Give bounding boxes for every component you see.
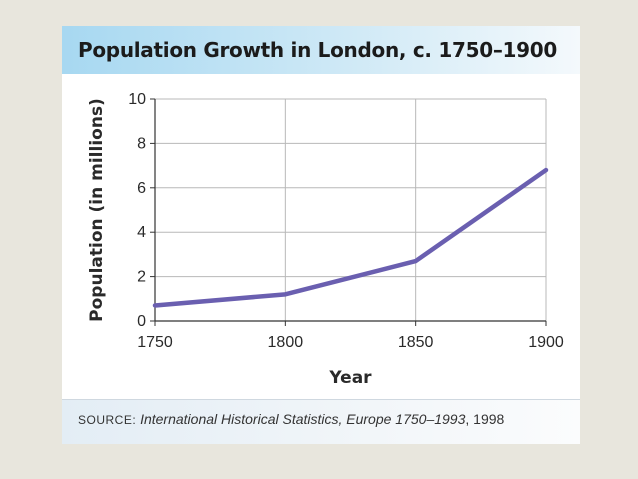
x-axis-title: Year [328,368,372,388]
x-tick-label: 1800 [268,334,304,351]
y-tick-label: 4 [137,224,146,241]
y-tick-label: 10 [128,91,146,108]
source-year: , 1998 [465,411,505,427]
y-tick-label: 0 [137,313,146,330]
source-label: SOURCE: [78,413,137,427]
y-tick-label: 2 [137,269,146,286]
title-bar: Population Growth in London, c. 1750–190… [62,26,580,74]
y-axis-title: Population (in millions) [87,98,107,322]
source-bar: SOURCE: International Historical Statist… [62,399,580,444]
y-tick-label: 6 [137,180,146,197]
series-line [152,167,549,308]
x-tick-label: 1850 [398,334,434,351]
y-tick-label: 8 [137,135,146,152]
chart-card: Population Growth in London, c. 1750–190… [62,26,580,444]
chart-title: Population Growth in London, c. 1750–190… [78,38,557,62]
x-tick-label: 1900 [528,334,564,351]
source-work: International Historical Statistics, Eur… [140,411,466,427]
x-tick-label: 1750 [137,334,173,351]
source-note: SOURCE: International Historical Statist… [78,411,504,427]
